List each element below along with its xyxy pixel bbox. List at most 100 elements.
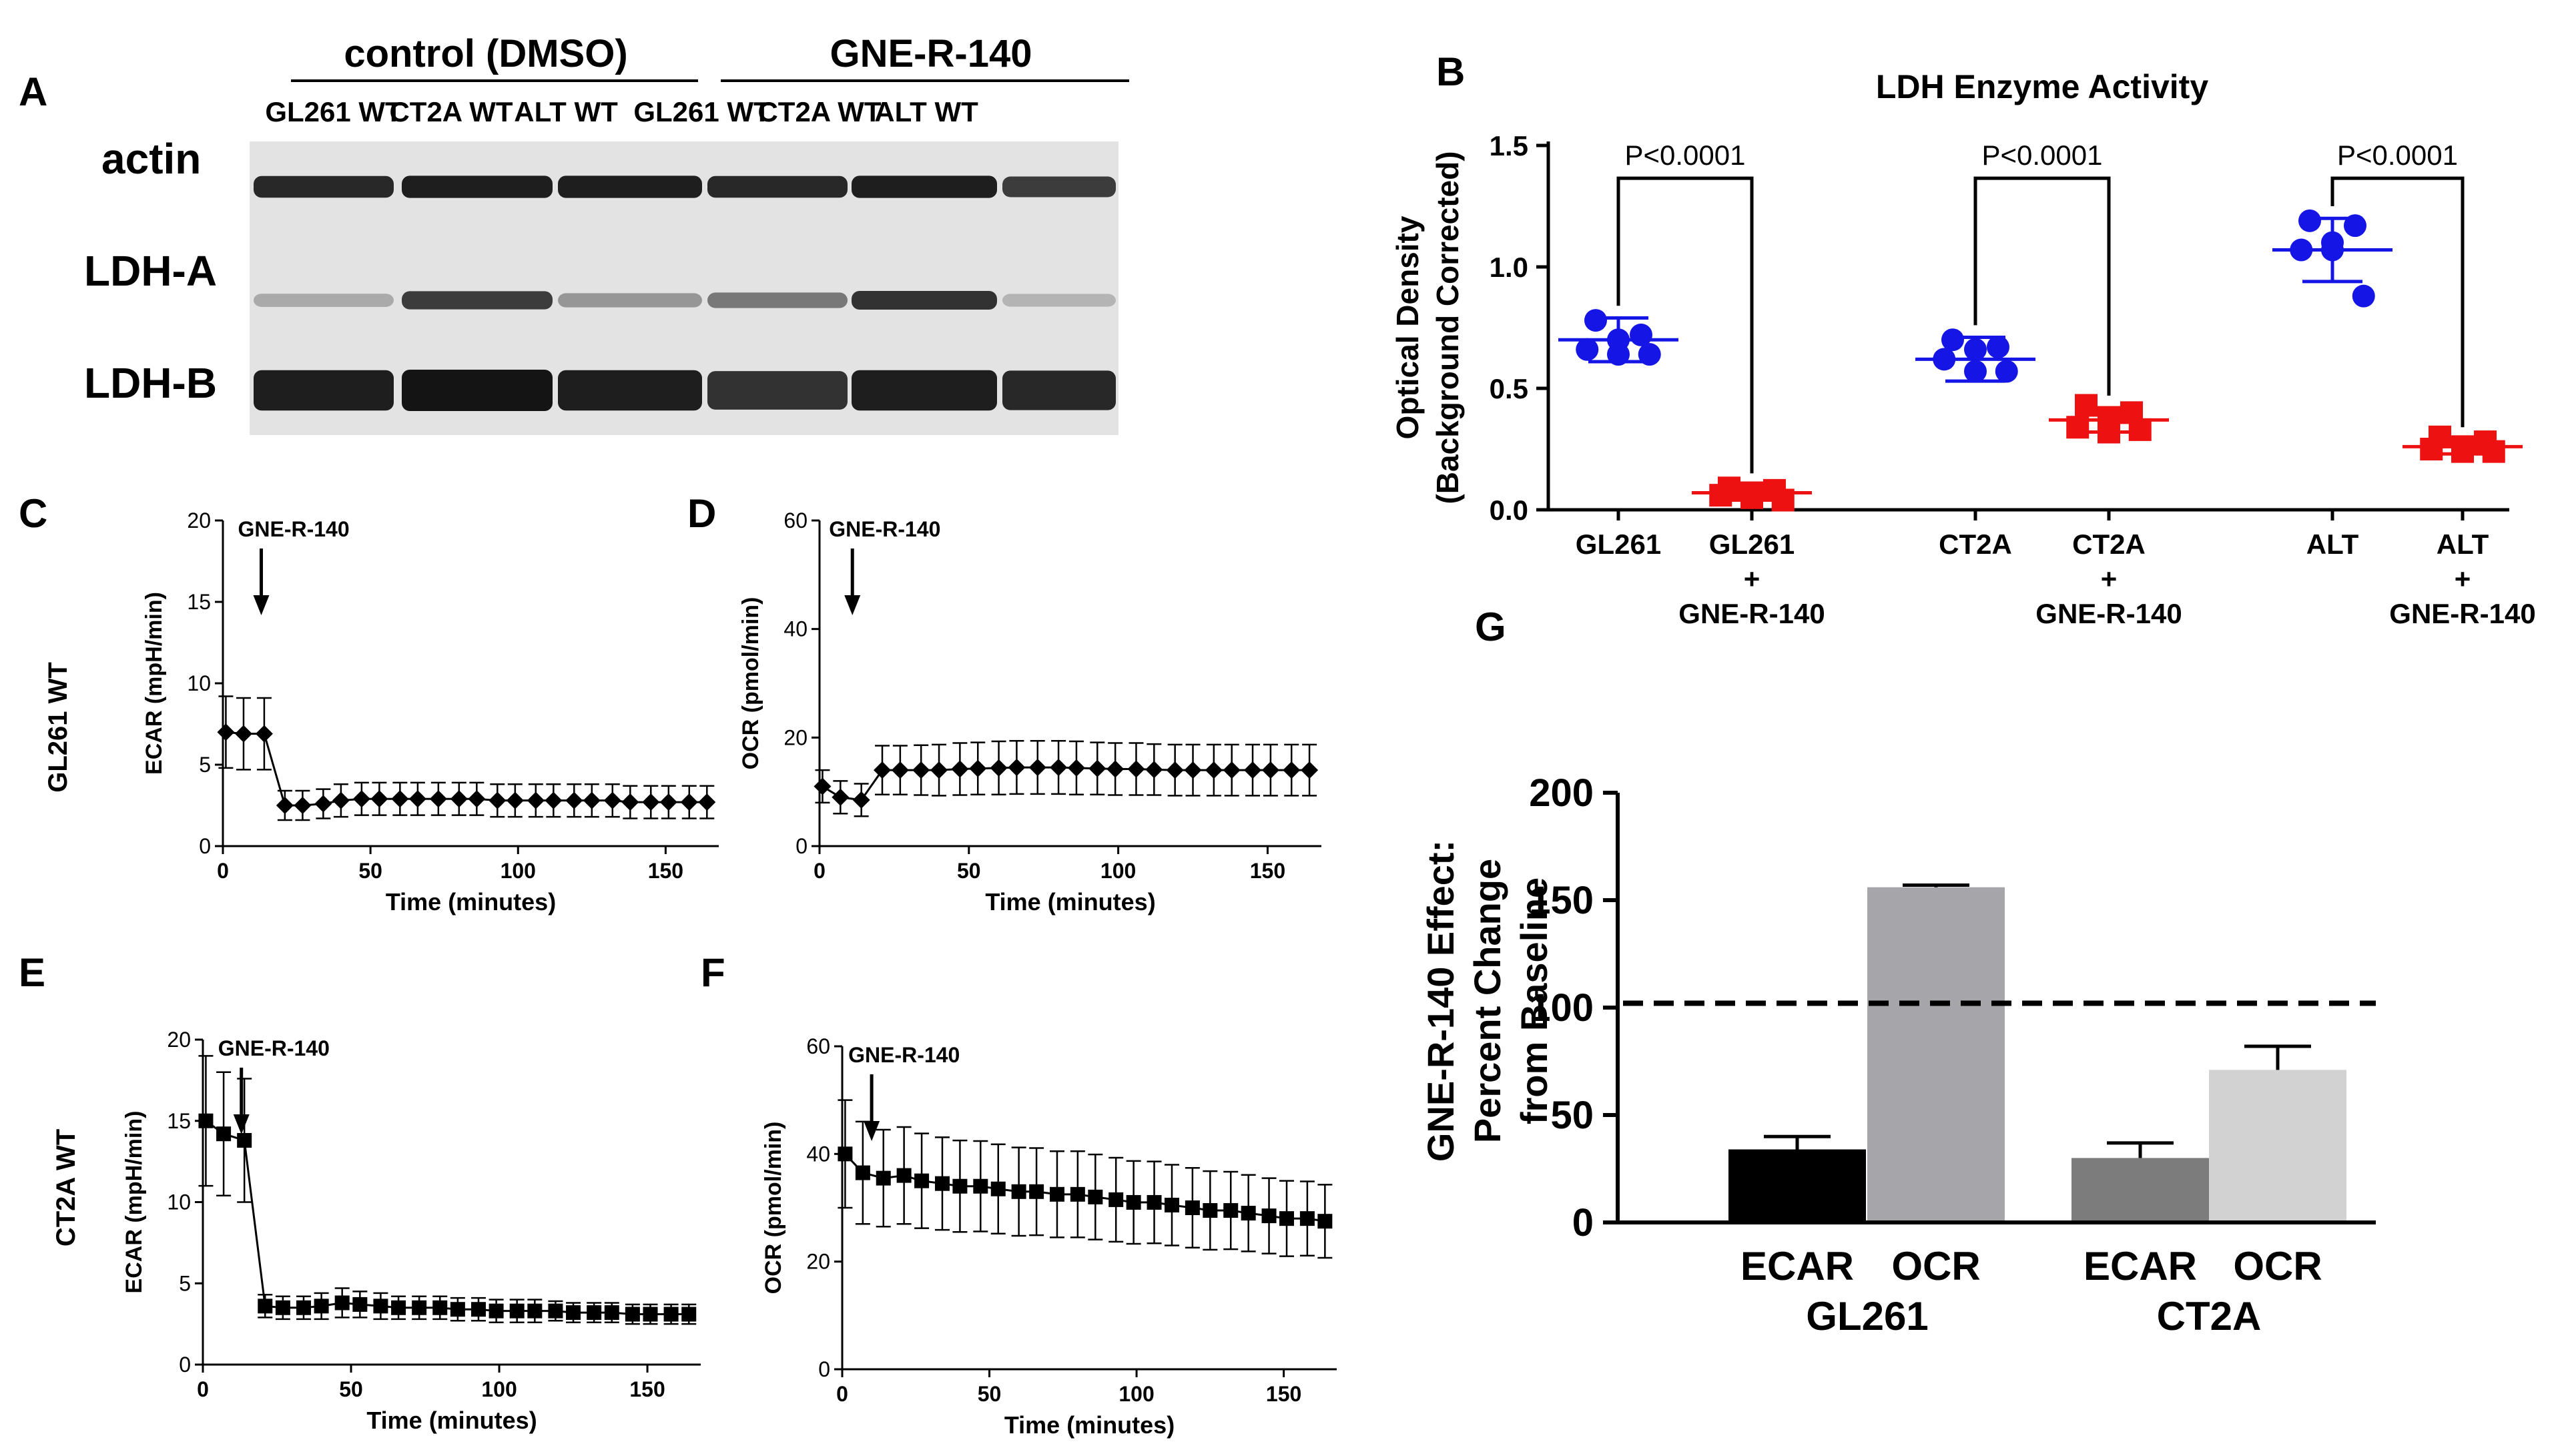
- chart-d-y-tick-label: 40: [783, 617, 808, 641]
- chart-f-point: [876, 1170, 891, 1186]
- chart-b-point: [1941, 328, 1964, 352]
- chart-e-point: [681, 1307, 697, 1322]
- chart-d-annotation-label: GNE-R-140: [829, 517, 940, 541]
- chart-d-point: [1244, 761, 1262, 779]
- chart-b-x-tick-label: GL261: [1709, 528, 1795, 560]
- blot-lane-label: CT2A WT: [389, 96, 513, 127]
- blot-band: [402, 291, 553, 310]
- chart-c-y-tick-label: 10: [187, 671, 211, 695]
- chart-e-y-tick-label: 15: [167, 1109, 191, 1133]
- chart-d-point: [951, 760, 969, 778]
- chart-b-significance-bracket: [1616, 176, 1754, 474]
- chart-e-x-tick-label: 50: [339, 1377, 363, 1401]
- chart-e-point: [198, 1113, 214, 1128]
- chart-g-bar: [2071, 1158, 2209, 1222]
- chart-e-point: [432, 1300, 448, 1315]
- chart-c-point: [489, 791, 507, 809]
- chart-e-x-tick-label: 0: [197, 1377, 209, 1401]
- chart-f-xlabel: Time (minutes): [1004, 1411, 1175, 1439]
- chart-b-x-tick-label: +: [2455, 563, 2471, 595]
- chart-g-y-tick-label: 150: [1529, 879, 1594, 922]
- chart-d-y-tick-label: 60: [783, 508, 808, 532]
- blot-band: [558, 175, 702, 198]
- chart-b-ylabel: Optical Density: [1390, 216, 1425, 439]
- chart-b-title: LDH Enzyme Activity: [1876, 68, 2208, 105]
- chart-c-point: [255, 725, 273, 743]
- chart-b-point: [2128, 418, 2152, 441]
- chart-e-point: [373, 1299, 388, 1314]
- chart-c-point: [659, 793, 677, 811]
- panel-label-a: A: [19, 69, 47, 114]
- chart-e-y-tick-label: 10: [167, 1190, 191, 1214]
- panel-label-g: G: [1475, 605, 1506, 649]
- chart-d-point: [1145, 761, 1163, 779]
- chart-g-y-tick-label: 0: [1572, 1201, 1594, 1244]
- chart-f-point: [934, 1176, 950, 1191]
- chart-d-point: [1028, 759, 1046, 777]
- chart-d-point: [1205, 761, 1223, 779]
- panel-label-e: E: [19, 950, 45, 995]
- chart-b-ldh-activity: LDH Enzyme Activity Optical Density (Backg…: [1390, 68, 2536, 629]
- chart-e-point: [470, 1302, 486, 1317]
- chart-f-point: [1185, 1200, 1200, 1215]
- chart-g-bar-label: ECAR: [1740, 1244, 1854, 1289]
- chart-c-point: [506, 791, 524, 809]
- chart-g-group-label: CT2A: [2157, 1294, 2262, 1339]
- panel-label-f: F: [701, 950, 725, 995]
- chart-c-point: [545, 791, 563, 809]
- chart-e-y-tick-label: 20: [167, 1028, 191, 1052]
- blot-band: [254, 370, 394, 411]
- blot-lane-label: GL261 WT: [265, 96, 402, 127]
- chart-f-y-tick-label: 20: [806, 1250, 830, 1274]
- chart-c-annotation-arrowhead: [253, 595, 270, 615]
- chart-c-annotation-label: GNE-R-140: [238, 517, 349, 541]
- chart-b-point: [2482, 440, 2505, 463]
- chart-c-point: [468, 790, 486, 808]
- chart-c-point: [294, 797, 312, 814]
- chart-f-point: [1279, 1211, 1295, 1226]
- chart-e-point: [548, 1303, 563, 1319]
- chart-d-point: [1127, 760, 1145, 778]
- blot-band: [1002, 294, 1116, 307]
- chart-d-point: [969, 759, 987, 777]
- chart-d-point: [1223, 761, 1241, 779]
- chart-b-x-tick-label: +: [2101, 563, 2118, 595]
- chart-c-point: [370, 790, 388, 808]
- chart-b-y-tick-label: 1.5: [1490, 130, 1528, 161]
- blot-band: [254, 175, 394, 198]
- chart-f-point: [1049, 1186, 1064, 1202]
- chart-f-point: [1223, 1203, 1239, 1218]
- chart-e-point: [587, 1305, 602, 1321]
- chart-b-x-tick-label: CT2A: [1939, 528, 2012, 560]
- chart-g-ylabel: GNE-R-140 Effect:: [1419, 840, 1462, 1162]
- chart-c-point: [621, 793, 639, 811]
- chart-b-y-tick-label: 0.5: [1490, 373, 1528, 404]
- chart-c-point: [642, 793, 660, 811]
- chart-e-point: [450, 1302, 465, 1317]
- row-label-ct2a: CT2A WT: [51, 1129, 81, 1246]
- chart-f-point: [1126, 1194, 1141, 1210]
- chart-f-point: [896, 1168, 912, 1183]
- chart-d-point: [874, 761, 891, 779]
- chart-f-point: [1203, 1203, 1218, 1218]
- chart-f-y-tick-label: 60: [806, 1034, 830, 1058]
- chart-f-point: [973, 1178, 988, 1194]
- chart-c-point: [391, 790, 409, 808]
- chart-c-point: [565, 791, 583, 809]
- chart-b-point: [1584, 309, 1607, 332]
- chart-b-point: [1630, 323, 1652, 346]
- blot-band: [852, 291, 997, 310]
- blot-band: [1002, 176, 1116, 198]
- chart-b-significance-label: P<0.0001: [2337, 139, 2458, 171]
- chart-e-ct2a-ecar: 0 5 10 15 20 0 50 100 150 Time (minutes) ECAR (mpH…: [121, 1028, 701, 1434]
- chart-e-point: [216, 1126, 232, 1142]
- chart-f-point: [1011, 1184, 1026, 1199]
- chart-d-point: [930, 761, 948, 779]
- chart-d-xlabel: Time (minutes): [985, 888, 1155, 916]
- blot-band: [558, 370, 702, 411]
- chart-e-point: [527, 1303, 543, 1319]
- chart-d-gl261-ocr: 0 20 40 60 0 50 100 150 Time (minutes) OCR (pmol/…: [738, 508, 1321, 916]
- chart-c-point: [680, 793, 698, 811]
- chart-c-y-tick-label: 0: [199, 834, 211, 858]
